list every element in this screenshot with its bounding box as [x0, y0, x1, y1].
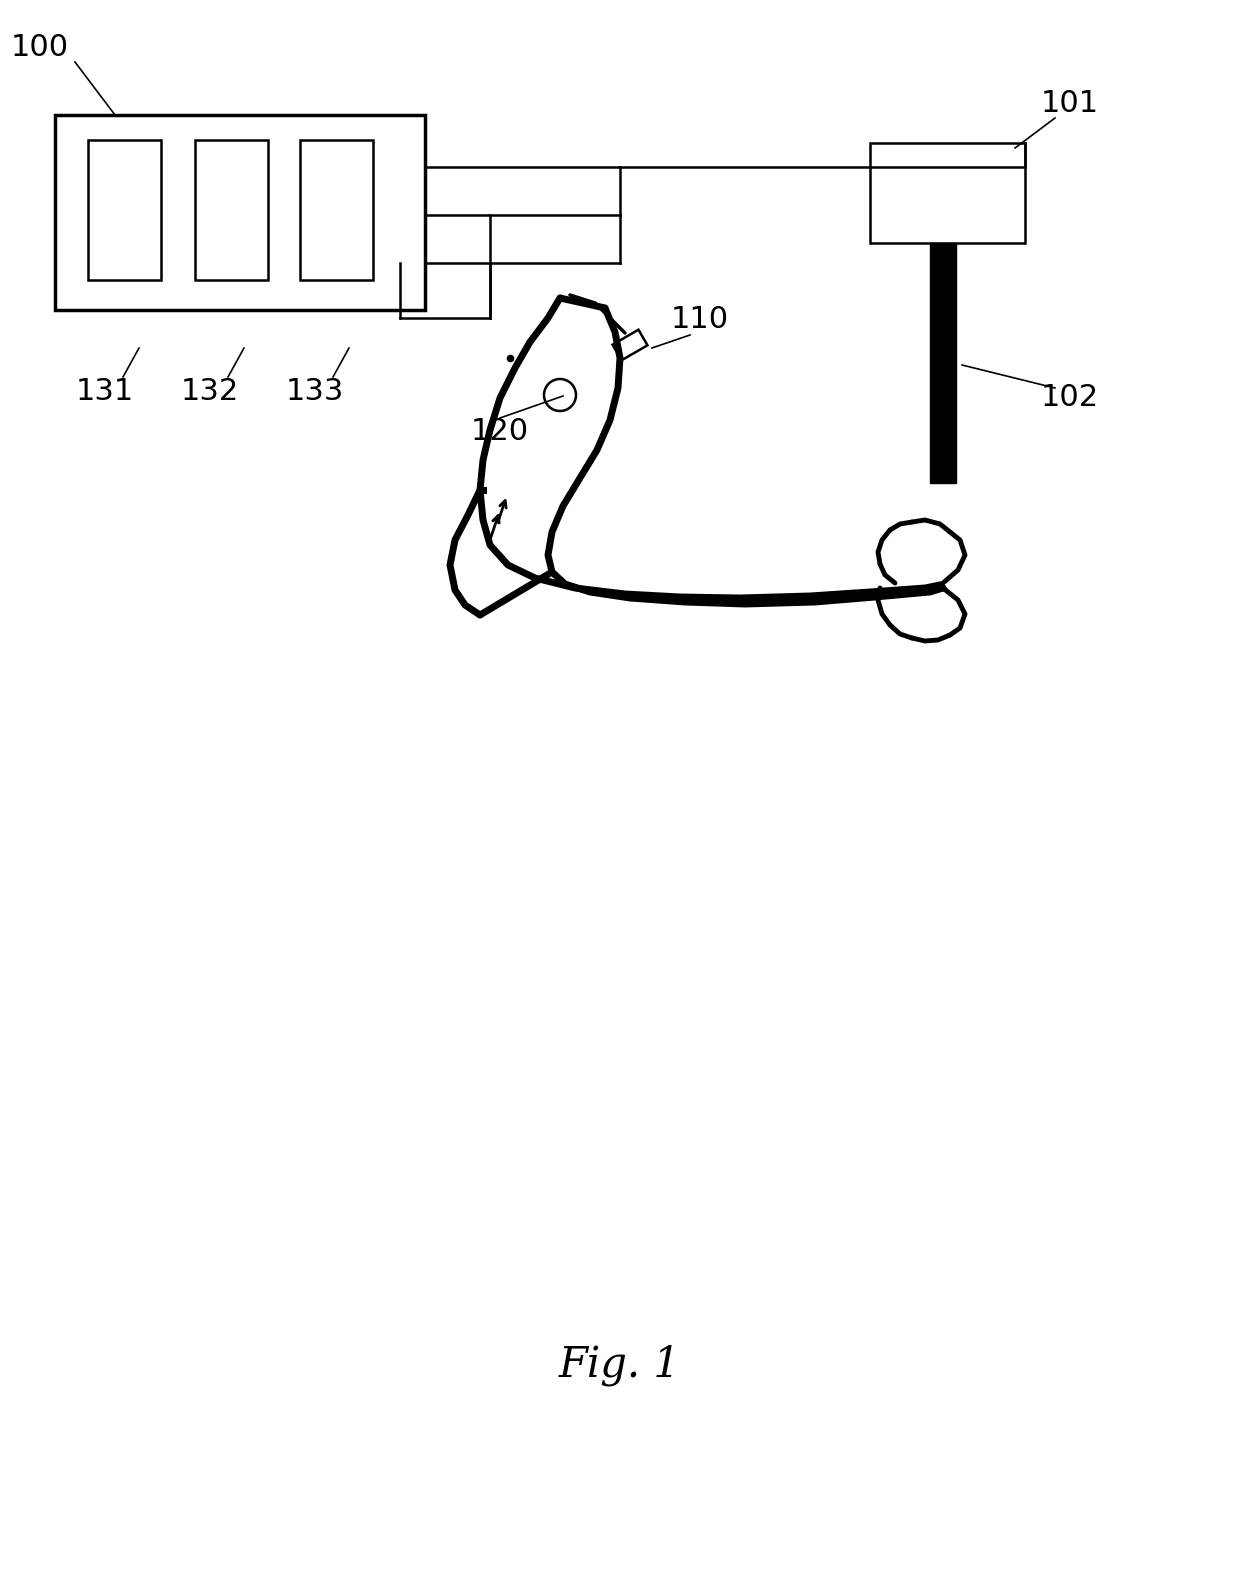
Bar: [88, 140, 161, 279]
Bar: [930, 243, 956, 483]
Text: 102: 102: [1040, 383, 1099, 413]
Text: Fig. 1: Fig. 1: [559, 1345, 681, 1385]
Circle shape: [544, 380, 577, 411]
Bar: [195, 140, 268, 279]
Text: 133: 133: [285, 378, 345, 406]
Text: 100: 100: [11, 33, 69, 63]
Polygon shape: [613, 329, 647, 361]
Text: 120: 120: [471, 417, 529, 447]
Text: 132: 132: [181, 378, 239, 406]
Bar: [55, 115, 425, 311]
Text: 131: 131: [76, 378, 134, 406]
Text: 101: 101: [1040, 88, 1099, 118]
Bar: [870, 143, 1025, 243]
Bar: [300, 140, 373, 279]
Text: 110: 110: [671, 306, 729, 334]
